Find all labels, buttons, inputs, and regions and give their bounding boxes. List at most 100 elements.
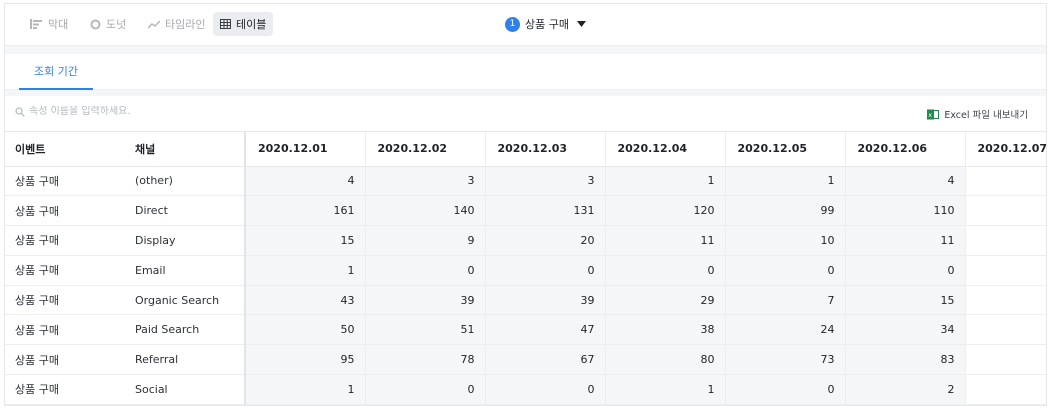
value-cell: 9 <box>364 225 485 256</box>
channel-cell: Social <box>125 374 246 405</box>
value-cell: 47 <box>484 314 605 346</box>
value-cell: 3 <box>484 166 605 197</box>
view-timeline-button[interactable]: 타임라인 <box>141 12 212 36</box>
search-icon <box>15 106 25 117</box>
value-cell: 78 <box>364 344 485 376</box>
value-cell: 24 <box>724 314 845 346</box>
column-header-event[interactable]: 이벤트 <box>5 132 125 167</box>
value-cell: 0 <box>844 255 965 286</box>
value-cell: 11 <box>604 225 725 256</box>
table-row: 상품 구매 Referral 95 78 67 80 73 83 <box>5 344 1046 376</box>
value-cell: 39 <box>484 285 605 316</box>
column-header-date[interactable]: 2020.12.02 <box>364 132 485 167</box>
value-cell <box>964 255 1046 286</box>
value-cell: 4 <box>844 166 965 197</box>
value-cell: 50 <box>244 314 365 346</box>
value-cell: 73 <box>724 344 845 376</box>
table-row: 상품 구매 Paid Search 50 51 47 38 24 34 <box>5 314 1046 346</box>
value-cell <box>964 374 1046 405</box>
analytics-panel: 막대 도넛 타임라인 테이블 1 상품 구매 조회 기간 x <box>4 3 1047 406</box>
value-cell: 20 <box>484 225 605 256</box>
value-cell: 0 <box>724 374 845 405</box>
channel-cell: Paid Search <box>125 314 246 346</box>
channel-cell: (other) <box>125 166 246 197</box>
channel-cell: Referral <box>125 344 246 376</box>
view-bar-label: 막대 <box>48 18 69 31</box>
excel-export-label: Excel 파일 내보내기 <box>944 110 1028 121</box>
value-cell: 0 <box>364 255 485 286</box>
value-cell: 3 <box>364 166 485 197</box>
value-cell: 0 <box>724 255 845 286</box>
metric-label: 상품 구매 <box>525 18 569 31</box>
value-cell: 38 <box>604 314 725 346</box>
value-cell: 0 <box>484 374 605 405</box>
value-cell: 120 <box>604 195 725 227</box>
value-cell: 7 <box>724 285 845 316</box>
event-cell: 상품 구매 <box>5 225 125 256</box>
value-cell: 80 <box>604 344 725 376</box>
value-cell: 1 <box>244 374 365 405</box>
value-cell: 131 <box>484 195 605 227</box>
event-cell: 상품 구매 <box>5 344 125 376</box>
value-cell: 161 <box>244 195 365 227</box>
data-table: 이벤트 채널 2020.12.01 2020.12.02 2020.12.03 … <box>5 132 1046 405</box>
value-cell: 110 <box>844 195 965 227</box>
value-cell: 1 <box>604 374 725 405</box>
value-cell: 67 <box>484 344 605 376</box>
value-cell: 1 <box>244 255 365 286</box>
view-table-button[interactable]: 테이블 <box>213 12 274 36</box>
value-cell: 4 <box>244 166 365 197</box>
section-divider <box>5 46 1046 54</box>
table-row: 상품 구매 Social 1 0 0 1 0 2 <box>5 374 1046 405</box>
value-cell: 0 <box>604 255 725 286</box>
value-cell: 140 <box>364 195 485 227</box>
timeline-icon <box>148 19 160 29</box>
search-input[interactable] <box>29 106 249 117</box>
value-cell: 43 <box>244 285 365 316</box>
caret-down-icon <box>576 21 586 27</box>
value-cell: 1 <box>604 166 725 197</box>
attribute-search <box>15 106 249 117</box>
view-bar-button[interactable]: 막대 <box>23 12 75 36</box>
column-header-date[interactable]: 2020.12.05 <box>724 132 845 167</box>
value-cell <box>964 344 1046 376</box>
value-cell: 39 <box>364 285 485 316</box>
value-cell: 1 <box>724 166 845 197</box>
event-cell: 상품 구매 <box>5 314 125 346</box>
value-cell: 15 <box>844 285 965 316</box>
value-cell <box>964 314 1046 346</box>
column-header-date[interactable]: 2020.12.07 <box>964 132 1046 167</box>
value-cell: 11 <box>844 225 965 256</box>
table-row: 상품 구매 Direct 161 140 131 120 99 110 <box>5 195 1046 227</box>
channel-cell: Display <box>125 225 246 256</box>
metric-selector[interactable]: 1 상품 구매 <box>505 16 586 32</box>
value-cell: 15 <box>244 225 365 256</box>
tab-period[interactable]: 조회 기간 <box>19 54 93 90</box>
bar-chart-icon <box>30 19 42 29</box>
column-header-date[interactable]: 2020.12.06 <box>844 132 965 167</box>
table-row: 상품 구매 Email 1 0 0 0 0 0 <box>5 255 1046 286</box>
value-cell: 34 <box>844 314 965 346</box>
excel-export-button[interactable]: x Excel 파일 내보내기 <box>927 107 1028 121</box>
excel-icon: x <box>927 109 940 119</box>
value-cell: 51 <box>364 314 485 346</box>
event-cell: 상품 구매 <box>5 255 125 286</box>
table-row: 상품 구매 Organic Search 43 39 39 29 7 15 <box>5 285 1046 316</box>
donut-chart-icon <box>90 19 101 29</box>
channel-cell: Organic Search <box>125 285 246 316</box>
value-cell: 10 <box>724 225 845 256</box>
column-header-date[interactable]: 2020.12.03 <box>484 132 605 167</box>
table-icon <box>220 19 231 29</box>
event-cell: 상품 구매 <box>5 285 125 316</box>
column-header-channel[interactable]: 채널 <box>125 132 246 167</box>
table-controls: x Excel 파일 내보내기 <box>5 96 1046 132</box>
value-cell: 83 <box>844 344 965 376</box>
value-cell <box>964 225 1046 256</box>
table-body: 상품 구매 (other) 4 3 3 1 1 4 상품 구매 Direct 161 140 131 12… <box>5 166 1046 405</box>
value-cell: 2 <box>844 374 965 405</box>
column-header-date[interactable]: 2020.12.01 <box>244 132 365 167</box>
value-cell: 0 <box>364 374 485 405</box>
view-table-label: 테이블 <box>236 18 267 31</box>
column-header-date[interactable]: 2020.12.04 <box>604 132 725 167</box>
view-donut-button[interactable]: 도넛 <box>83 12 133 36</box>
